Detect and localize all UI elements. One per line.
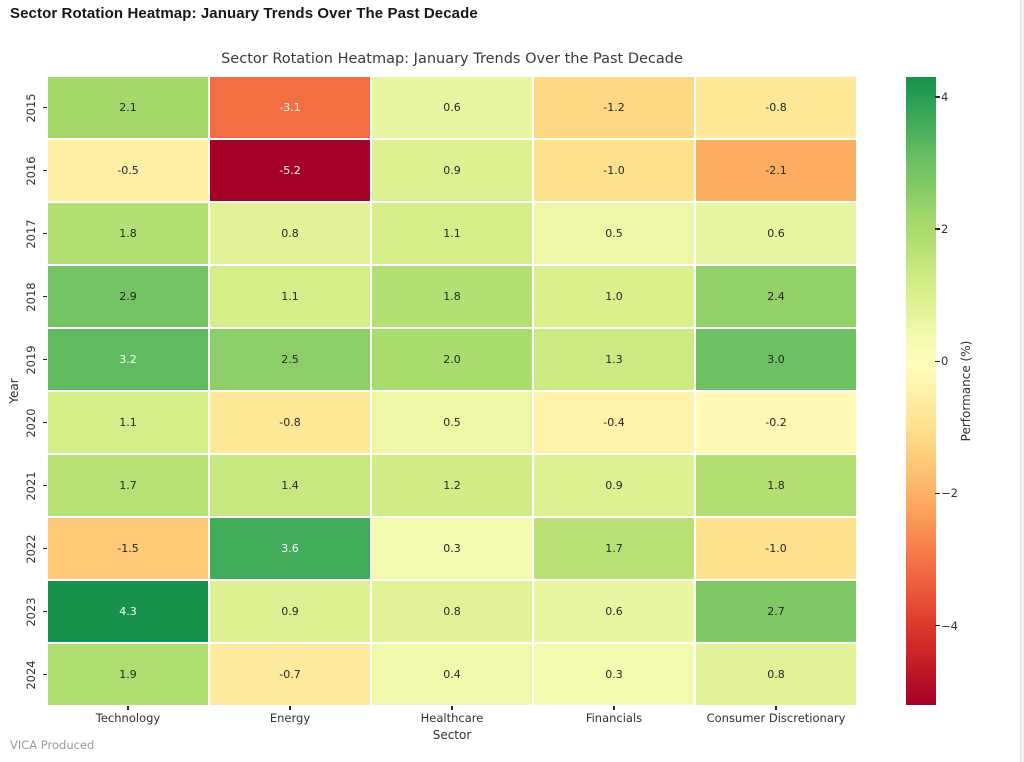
heatmap-cell: 2.0 [372,329,532,390]
y-tick-label: 2021 [24,470,38,501]
y-tick-mark [43,106,47,109]
x-axis-label: Sector [432,728,472,742]
y-tick-label: 2017 [24,218,38,249]
heatmap-cell: 0.6 [372,77,532,138]
x-tick-label: Financials [585,711,643,725]
heatmap-cell: 1.7 [534,518,694,579]
heatmap-cell: 3.6 [210,518,370,579]
heatmap-cell: 2.4 [696,266,856,327]
heatmap-cell: 4.3 [48,581,208,642]
colorbar-tick-label: 2 [941,222,949,237]
heatmap-cell: 1.7 [48,455,208,516]
x-tick-mark [613,706,615,710]
heatmap-cell: 0.9 [372,140,532,201]
y-tick-label: 2018 [24,281,38,312]
heatmap-cell: -1.0 [696,518,856,579]
heatmap-cell: 0.5 [372,392,532,453]
y-tick-label: 2024 [24,659,38,690]
heatmap-cell: -0.8 [696,77,856,138]
y-tick-label: 2019 [24,344,38,375]
y-tick-label: 2016 [24,155,38,186]
heatmap-cell: -1.5 [48,518,208,579]
heatmap-cell: 1.1 [210,266,370,327]
heatmap-cell: 1.1 [48,392,208,453]
colorbar-tick-label: −2 [941,486,958,501]
heatmap-cell: 0.9 [210,581,370,642]
colorbar-tick-mark [935,492,940,495]
y-tick-label: 2015 [24,92,38,123]
heatmap-cell: -0.4 [534,392,694,453]
heatmap-cell: -3.1 [210,77,370,138]
y-tick-label: 2022 [24,533,38,564]
y-tick-mark [43,547,47,550]
watermark: VICA Produced [10,738,95,752]
y-tick-mark [43,673,47,676]
y-tick-mark [43,169,47,172]
colorbar-tick-mark [935,96,940,98]
y-tick-mark [43,232,47,235]
colorbar-tick-mark [935,228,940,230]
colorbar-tick-mark [935,360,940,362]
x-tick-mark [127,706,129,710]
y-axis-label: Year [7,378,21,404]
heatmap-cell: 0.3 [372,518,532,579]
heatmap-cell: 2.5 [210,329,370,390]
heatmap-cell: 2.9 [48,266,208,327]
heatmap-cell: 0.6 [696,203,856,264]
page-title: Sector Rotation Heatmap: January Trends … [10,5,478,22]
heatmap-cell: 0.4 [372,644,532,705]
heatmap-cell: 2.7 [696,581,856,642]
colorbar-tick-mark [935,624,940,627]
colorbar [906,77,936,705]
y-tick-mark [43,484,47,487]
y-tick-label: 2023 [24,596,38,627]
x-tick-label: Consumer Discretionary [706,711,846,725]
x-tick-mark [775,706,777,710]
colorbar-label: Performance (%) [959,340,973,442]
y-tick-mark [43,421,47,424]
heatmap-cell: 1.4 [210,455,370,516]
heatmap-cell: 3.2 [48,329,208,390]
y-tick-mark [43,610,47,613]
heatmap-cell: 0.8 [696,644,856,705]
x-tick-label: Energy [269,711,311,725]
heatmap-cell: 2.1 [48,77,208,138]
heatmap-cell: 0.3 [534,644,694,705]
colorbar-tick-label: 4 [941,89,949,104]
heatmap-cell: 0.8 [210,203,370,264]
chart-title: Sector Rotation Heatmap: January Trends … [221,51,683,67]
scrollbar[interactable] [1020,0,1024,762]
heatmap-cell: -1.2 [534,77,694,138]
x-tick-mark [451,706,453,710]
heatmap-cell: -2.1 [696,140,856,201]
heatmap-cell: 1.1 [372,203,532,264]
heatmap-cell: -0.8 [210,392,370,453]
heatmap-cell: 0.6 [534,581,694,642]
heatmap-cell: -1.0 [534,140,694,201]
heatmap-cell: 1.8 [48,203,208,264]
heatmap-cell: 1.8 [372,266,532,327]
y-tick-mark [43,295,47,298]
x-tick-label: Technology [95,711,161,725]
heatmap-cell: -0.5 [48,140,208,201]
heatmap-cell: 1.0 [534,266,694,327]
heatmap-cell: 1.2 [372,455,532,516]
heatmap-cell: -0.2 [696,392,856,453]
x-tick-label: Healthcare [420,711,484,725]
heatmap-cell: 0.8 [372,581,532,642]
heatmap-cell: 1.3 [534,329,694,390]
colorbar-tick-label: −4 [941,618,958,633]
colorbar-tick-label: 0 [941,354,949,369]
heatmap-cell: -5.2 [210,140,370,201]
y-tick-label: 2020 [24,407,38,438]
y-tick-mark [43,358,47,361]
heatmap-cell: 3.0 [696,329,856,390]
heatmap-cell: 0.5 [534,203,694,264]
heatmap-grid: 2.1 -3.1 0.6 -1.2 -0.8 -0.5 -5.2 0.9 -1.0 -2.1 1.8… [48,77,856,705]
heatmap-cell: -0.7 [210,644,370,705]
heatmap-cell: 1.9 [48,644,208,705]
x-tick-mark [289,706,291,710]
heatmap-cell: 1.8 [696,455,856,516]
heatmap-cell: 0.9 [534,455,694,516]
